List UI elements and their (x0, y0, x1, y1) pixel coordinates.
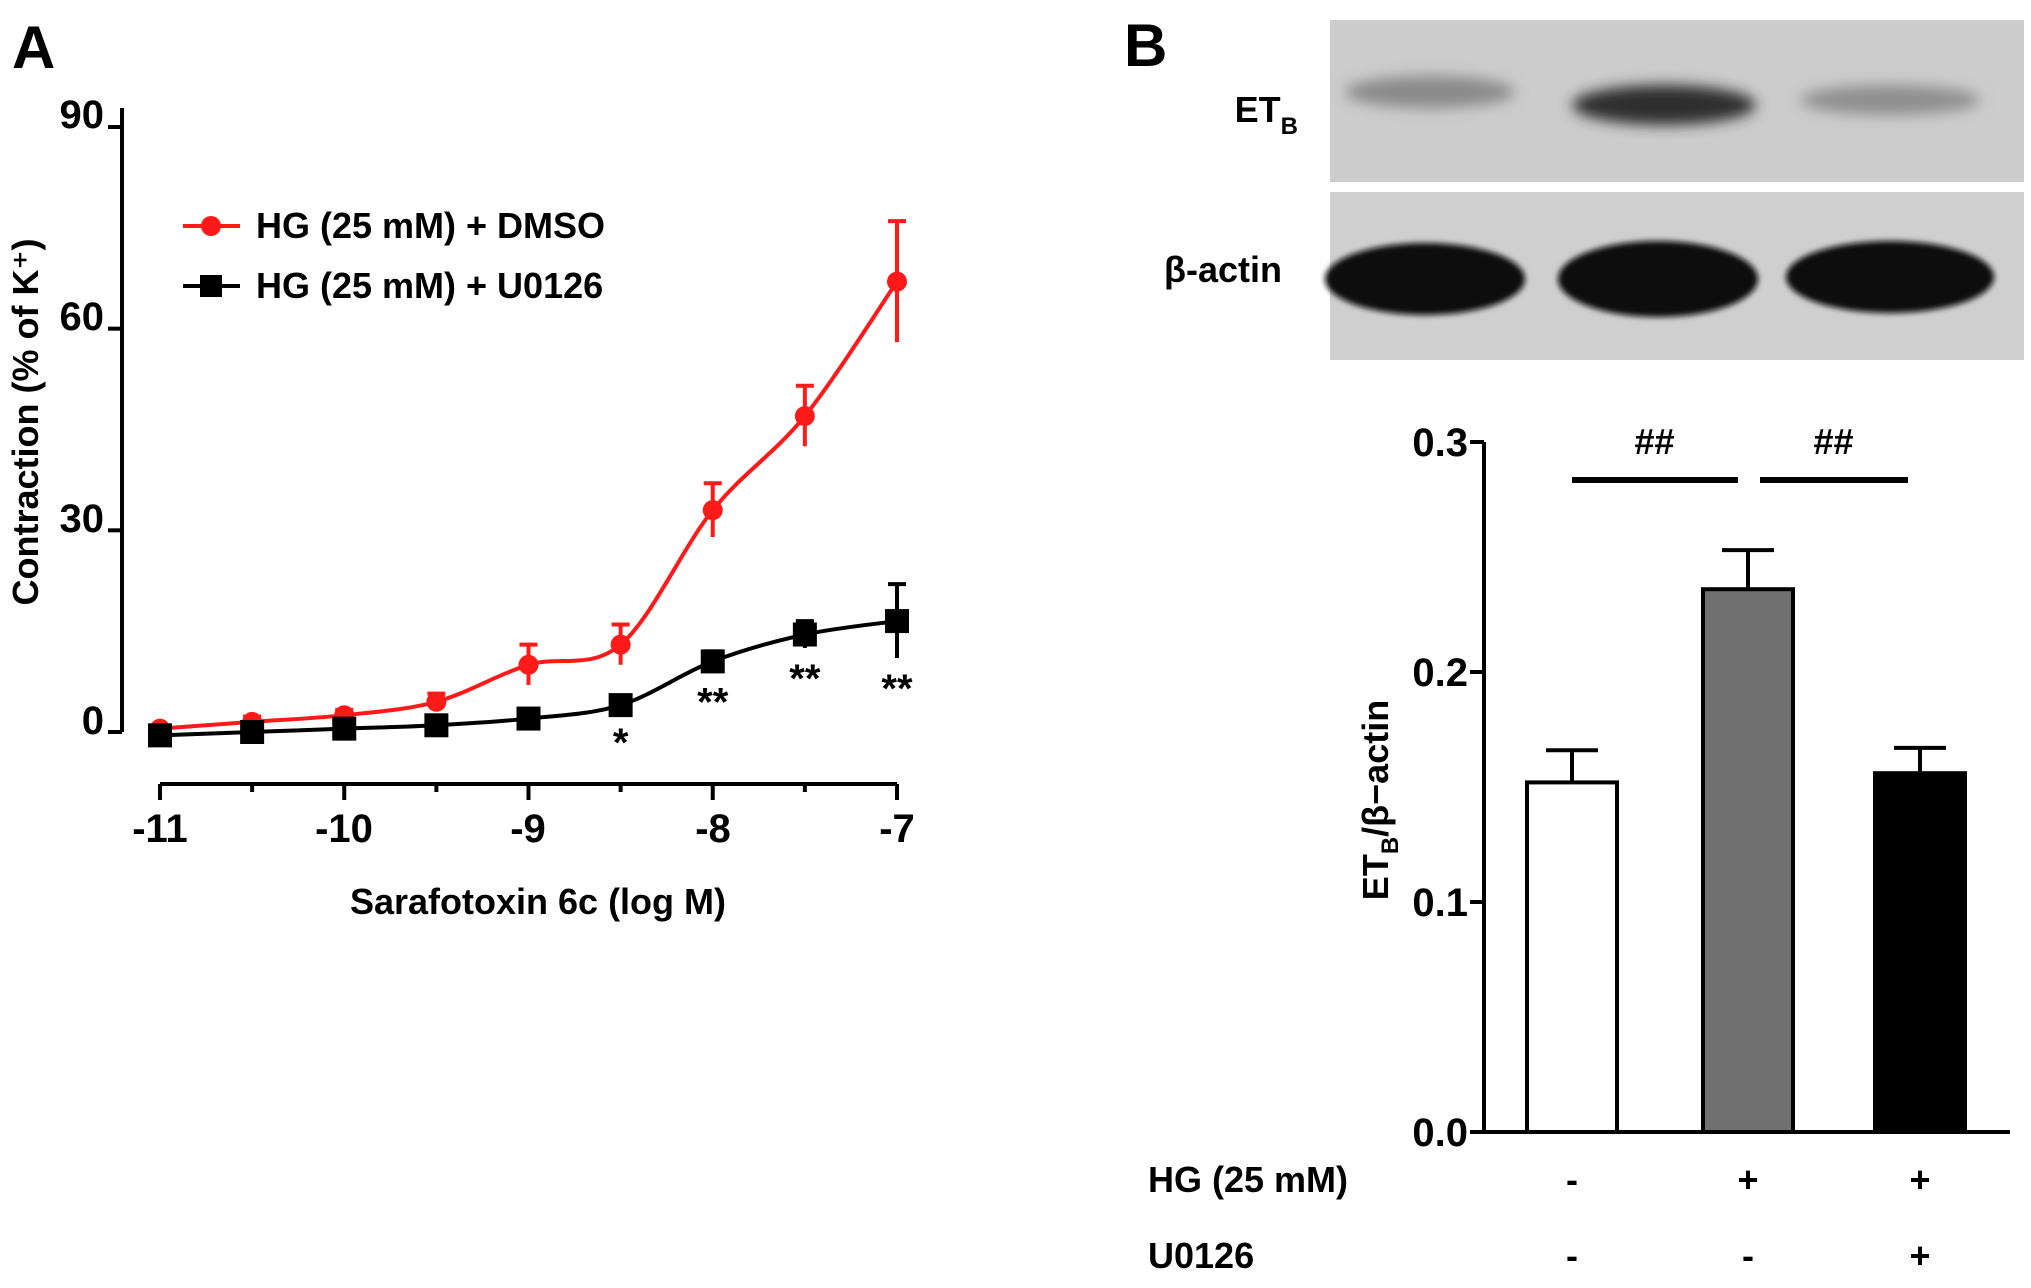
legend-marker-u0126 (200, 275, 222, 297)
b-y-tick-label-1: 0.1 (1412, 881, 1468, 925)
a-x-tick-label-1: -10 (315, 807, 373, 851)
series-0-point-5 (610, 634, 631, 655)
panel-b-significance-marks: ## ## (1572, 421, 1908, 483)
blot-label-etb: ETB (1235, 89, 1298, 140)
panel-b: B ETB β-actin 0.0 0.1 0.2 0.3 ETB/β−acti… (1124, 12, 2024, 1276)
series-0-point-8 (887, 271, 907, 292)
series-0-point-4 (518, 654, 539, 675)
panel-b-condition-table: HG (25 mM) - + + U0126 - - + (1148, 1159, 1931, 1276)
significance-mark-2: ** (789, 657, 821, 701)
panel-a-x-ticks (158, 784, 899, 800)
a-y-tick-label-1: 30 (60, 497, 105, 541)
panel-a-x-axis-label: Sarafotoxin 6c (log M) (350, 881, 726, 922)
panel-b-letter: B (1124, 12, 1167, 79)
series-1-point-6 (700, 649, 725, 674)
condition-0-lane-2: + (1909, 1159, 1930, 1200)
significance-label-1: ## (1813, 421, 1853, 462)
panel-b-y-ticks (1470, 440, 1484, 1134)
actin-band-lane-3 (1786, 241, 1994, 313)
condition-label-1: U0126 (1148, 1235, 1254, 1276)
panel-a-series (148, 219, 909, 748)
panel-a-legend: HG (25 mM) + DMSO HG (25 mM) + U0126 (183, 205, 605, 306)
actin-band-lane-2 (1558, 241, 1758, 317)
panel-a-significance-marks: ***** ** (613, 657, 913, 765)
panel-a-y-ticks (108, 125, 122, 734)
bar-0 (1525, 780, 1619, 1135)
condition-0-lane-1: + (1737, 1159, 1758, 1200)
panel-a-line-chart: A 0 30 60 90 -11 -10 -9 -8 -7 Sarafotoxi… (5, 14, 915, 922)
panel-a-letter: A (12, 14, 55, 81)
series-0-point-3 (426, 691, 447, 712)
series-1-point-8 (885, 609, 909, 634)
b-y-tick-label-2: 0.2 (1412, 651, 1468, 695)
condition-label-0: HG (25 mM) (1148, 1159, 1348, 1200)
significance-mark-3: ** (881, 667, 913, 711)
b-y-tick-label-0: 0.0 (1412, 1111, 1468, 1155)
a-x-tick-label-4: -7 (879, 807, 915, 851)
etb-band-lane-2 (1572, 85, 1756, 125)
series-1-point-2 (332, 716, 357, 741)
series-1-point-1 (240, 720, 265, 744)
blot-label-actin: β-actin (1164, 249, 1282, 290)
bar-2 (1873, 771, 1967, 1134)
series-1-point-3 (424, 713, 449, 738)
legend-marker-dmso (201, 216, 221, 236)
panel-b-y-tick-labels: 0.0 0.1 0.2 0.3 (1412, 421, 1468, 1155)
legend-label-dmso: HG (25 mM) + DMSO (256, 205, 605, 246)
significance-mark-1: ** (697, 681, 729, 725)
series-1-point-0 (148, 723, 172, 748)
a-y-tick-label-2: 60 (60, 295, 105, 339)
panel-a-y-tick-labels: 0 30 60 90 (60, 93, 105, 743)
series-1-point-5 (608, 693, 633, 718)
a-y-tick-label-3: 90 (60, 93, 105, 137)
legend-label-u0126: HG (25 mM) + U0126 (256, 265, 603, 306)
significance-label-0: ## (1634, 421, 1674, 462)
etb-band-lane-1 (1345, 76, 1515, 108)
condition-1-lane-1: - (1742, 1235, 1754, 1276)
a-y-tick-label-0: 0 (82, 699, 104, 743)
condition-1-lane-2: + (1909, 1235, 1930, 1276)
series-0-point-7 (794, 406, 815, 427)
actin-band-lane-1 (1325, 243, 1525, 315)
western-blot: ETB β-actin (1164, 20, 2024, 360)
b-y-tick-label-3: 0.3 (1412, 421, 1468, 465)
significance-mark-0: * (613, 721, 629, 765)
a-x-tick-label-2: -9 (510, 807, 546, 851)
bar-1 (1701, 587, 1795, 1134)
a-x-tick-label-0: -11 (132, 807, 188, 851)
panel-b-bars (1525, 548, 1967, 1135)
series-0-point-6 (702, 500, 723, 521)
series-1-point-7 (792, 622, 817, 647)
condition-0-lane-0: - (1566, 1159, 1578, 1200)
etb-band-lane-3 (1800, 85, 1980, 115)
condition-1-lane-0: - (1566, 1235, 1578, 1276)
panel-a-x-tick-labels: -11 -10 -9 -8 -7 (132, 807, 915, 851)
panel-b-y-axis-label: ETB/β−actin (1355, 700, 1404, 900)
panel-a-y-axis-label: Contraction (% of K⁺) (5, 239, 46, 606)
series-1-point-4 (516, 706, 541, 731)
a-x-tick-label-3: -8 (695, 807, 731, 851)
series-1 (148, 582, 909, 748)
series-0-fit-line (159, 280, 899, 731)
